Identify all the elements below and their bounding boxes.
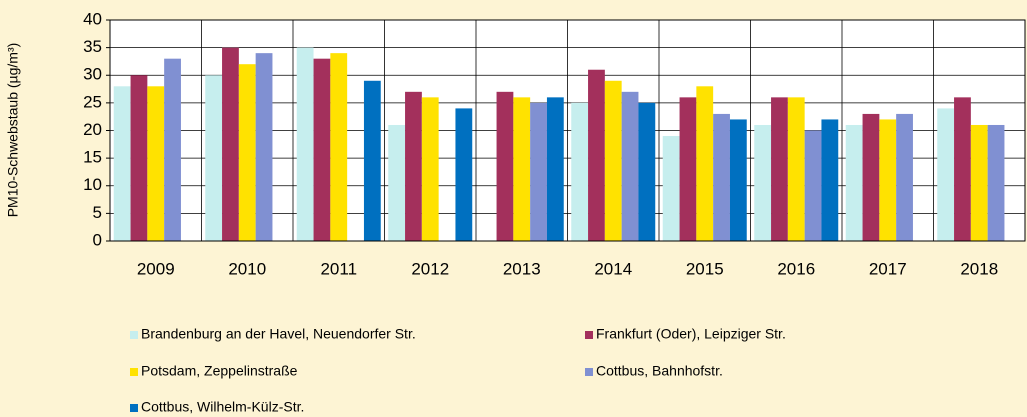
y-axis-label: PM10-Schwebstaub (µg/m³) [5,43,21,218]
bar [845,124,863,241]
bar [330,53,348,242]
bar [713,113,730,241]
y-tick-label: 40 [83,9,102,28]
bar [296,47,314,241]
bar [530,102,547,241]
y-tick-label: 10 [83,175,102,194]
bar [621,91,639,241]
legend-swatch [585,368,593,376]
bar [754,124,772,241]
bar [363,80,381,242]
bar [546,97,564,241]
plot-border [109,19,1026,242]
bar [987,124,1005,241]
legend-swatch [585,331,593,339]
x-tick-label: 2014 [594,259,632,278]
legend-swatch [130,331,138,339]
legend-swatch [130,404,138,412]
legend-label: Cottbus, Wilhelm-Külz-Str. [141,399,304,415]
legend-swatch [130,368,138,376]
legend-label: Brandenburg an der Havel, Neuendorfer St… [141,326,416,342]
bar [896,113,913,241]
bar [388,124,406,241]
x-tick-label: 2009 [137,259,175,278]
bar [937,108,955,242]
bar [255,53,273,242]
bar [238,64,256,241]
bar [970,124,988,241]
x-tick-label: 2010 [228,259,266,278]
x-tick-label: 2017 [869,259,907,278]
y-tick-label: 35 [83,37,102,56]
y-tick-label: 30 [83,65,102,84]
bar [679,97,697,241]
bar [421,97,439,241]
bar [787,97,805,241]
bar [604,80,622,242]
x-tick-label: 2018 [960,259,998,278]
legend-label: Cottbus, Bahnhofstr. [596,363,723,379]
y-tick-label: 5 [93,203,102,222]
bar [113,86,131,241]
bar [147,86,165,241]
legend-label: Potsdam, Zeppelinstraße [141,363,298,379]
legend-label: Frankfurt (Oder), Leipziger Str. [596,326,786,342]
bar [662,136,680,241]
y-tick-label: 20 [83,120,102,139]
bar [205,75,223,241]
bar [862,113,880,241]
bar [130,75,148,241]
y-tick-label: 15 [83,148,102,167]
bar [571,102,589,241]
bar [729,119,747,241]
bar [405,91,422,241]
bar [513,97,531,241]
bar [222,47,239,241]
x-tick-label: 2016 [777,259,815,278]
bar [164,58,181,241]
bar [455,108,473,242]
bar [821,119,839,241]
bar [879,119,897,241]
x-tick-label: 2015 [686,259,724,278]
bar [496,91,514,241]
bar [696,86,714,241]
y-tick-label: 0 [93,230,102,249]
bar [588,69,605,241]
bar [954,97,971,241]
bar [771,97,788,241]
bar [638,102,656,241]
bar [313,58,331,241]
x-tick-label: 2011 [320,259,357,278]
x-tick-label: 2012 [411,259,449,278]
y-tick-label: 25 [83,92,102,111]
bar [804,130,822,241]
x-tick-label: 2013 [503,259,541,278]
